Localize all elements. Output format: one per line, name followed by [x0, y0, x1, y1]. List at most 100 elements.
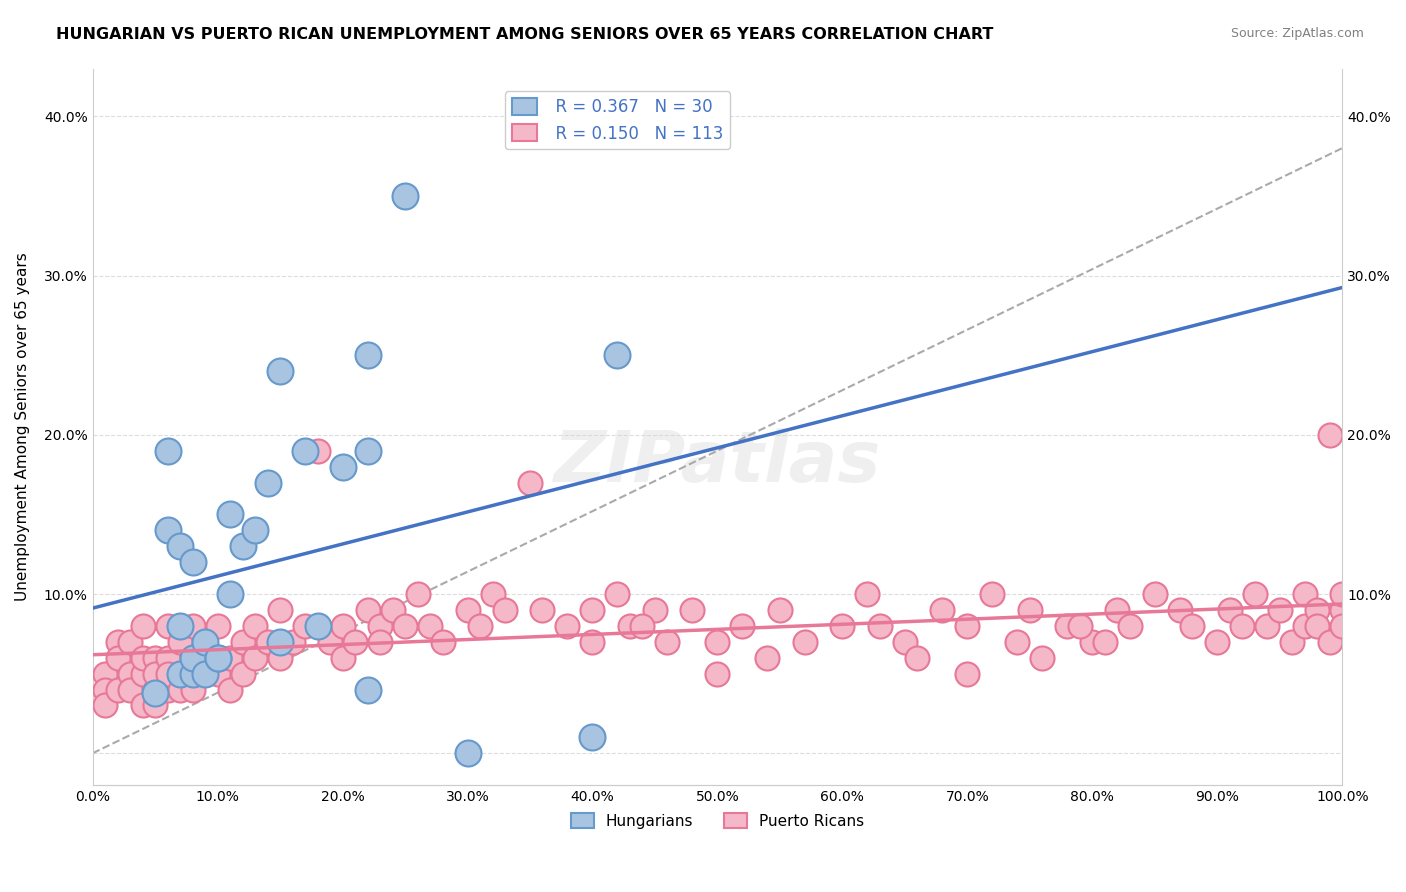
Point [131, 650, 153, 665]
Legend: Hungarians, Puerto Ricans: Hungarians, Puerto Ricans [565, 806, 870, 835]
Point [131, 619, 153, 633]
Point [1306, 619, 1329, 633]
Point [494, 603, 516, 617]
Point [207, 666, 229, 681]
Point [156, 443, 179, 458]
Point [356, 348, 378, 362]
Point [269, 634, 291, 648]
Point [894, 634, 917, 648]
Point [294, 619, 316, 633]
Point [856, 587, 879, 601]
Point [368, 619, 391, 633]
Point [169, 619, 191, 633]
Point [1219, 603, 1241, 617]
Text: ZIPatlas: ZIPatlas [554, 428, 882, 497]
Point [332, 619, 354, 633]
Point [120, 634, 142, 648]
Point [356, 682, 378, 697]
Point [419, 619, 441, 633]
Point [344, 634, 367, 648]
Point [269, 650, 291, 665]
Point [519, 475, 541, 490]
Point [1007, 634, 1029, 648]
Point [219, 650, 242, 665]
Point [1069, 619, 1091, 633]
Point [131, 698, 153, 713]
Point [181, 555, 204, 569]
Point [457, 746, 479, 760]
Point [332, 459, 354, 474]
Point [1319, 634, 1341, 648]
Point [356, 443, 378, 458]
Point [956, 666, 979, 681]
Point [1181, 619, 1204, 633]
Point [194, 634, 217, 648]
Point [332, 650, 354, 665]
Point [181, 650, 204, 665]
Point [307, 619, 329, 633]
Point [269, 364, 291, 378]
Point [120, 682, 142, 697]
Point [107, 650, 129, 665]
Point [769, 603, 792, 617]
Point [831, 619, 853, 633]
Point [169, 666, 191, 681]
Point [181, 666, 204, 681]
Point [1143, 587, 1166, 601]
Text: Source: ZipAtlas.com: Source: ZipAtlas.com [1230, 27, 1364, 40]
Point [156, 524, 179, 538]
Point [194, 666, 217, 681]
Point [143, 666, 166, 681]
Point [631, 619, 654, 633]
Point [156, 619, 179, 633]
Point [169, 634, 191, 648]
Point [94, 682, 117, 697]
Point [207, 619, 229, 633]
Point [581, 634, 603, 648]
Point [869, 619, 891, 633]
Point [1281, 634, 1303, 648]
Point [1256, 619, 1278, 633]
Point [905, 650, 928, 665]
Point [619, 619, 641, 633]
Point [107, 682, 129, 697]
Point [1107, 603, 1129, 617]
Point [181, 650, 204, 665]
Point [481, 587, 503, 601]
Point [232, 634, 254, 648]
Point [394, 189, 416, 203]
Point [232, 539, 254, 553]
Point [281, 634, 304, 648]
Point [143, 650, 166, 665]
Point [731, 619, 754, 633]
Point [457, 603, 479, 617]
Point [931, 603, 953, 617]
Point [243, 650, 266, 665]
Point [1331, 587, 1354, 601]
Point [1268, 603, 1291, 617]
Point [143, 686, 166, 700]
Point [1306, 603, 1329, 617]
Point [1094, 634, 1116, 648]
Point [207, 650, 229, 665]
Point [793, 634, 815, 648]
Point [468, 619, 491, 633]
Point [169, 666, 191, 681]
Point [143, 682, 166, 697]
Point [706, 666, 728, 681]
Point [156, 666, 179, 681]
Point [219, 587, 242, 601]
Point [143, 698, 166, 713]
Point [956, 619, 979, 633]
Point [1206, 634, 1229, 648]
Point [94, 666, 117, 681]
Point [207, 650, 229, 665]
Point [581, 603, 603, 617]
Point [657, 634, 679, 648]
Point [368, 634, 391, 648]
Point [1232, 619, 1254, 633]
Point [1331, 603, 1354, 617]
Point [557, 619, 579, 633]
Point [394, 619, 416, 633]
Point [156, 650, 179, 665]
